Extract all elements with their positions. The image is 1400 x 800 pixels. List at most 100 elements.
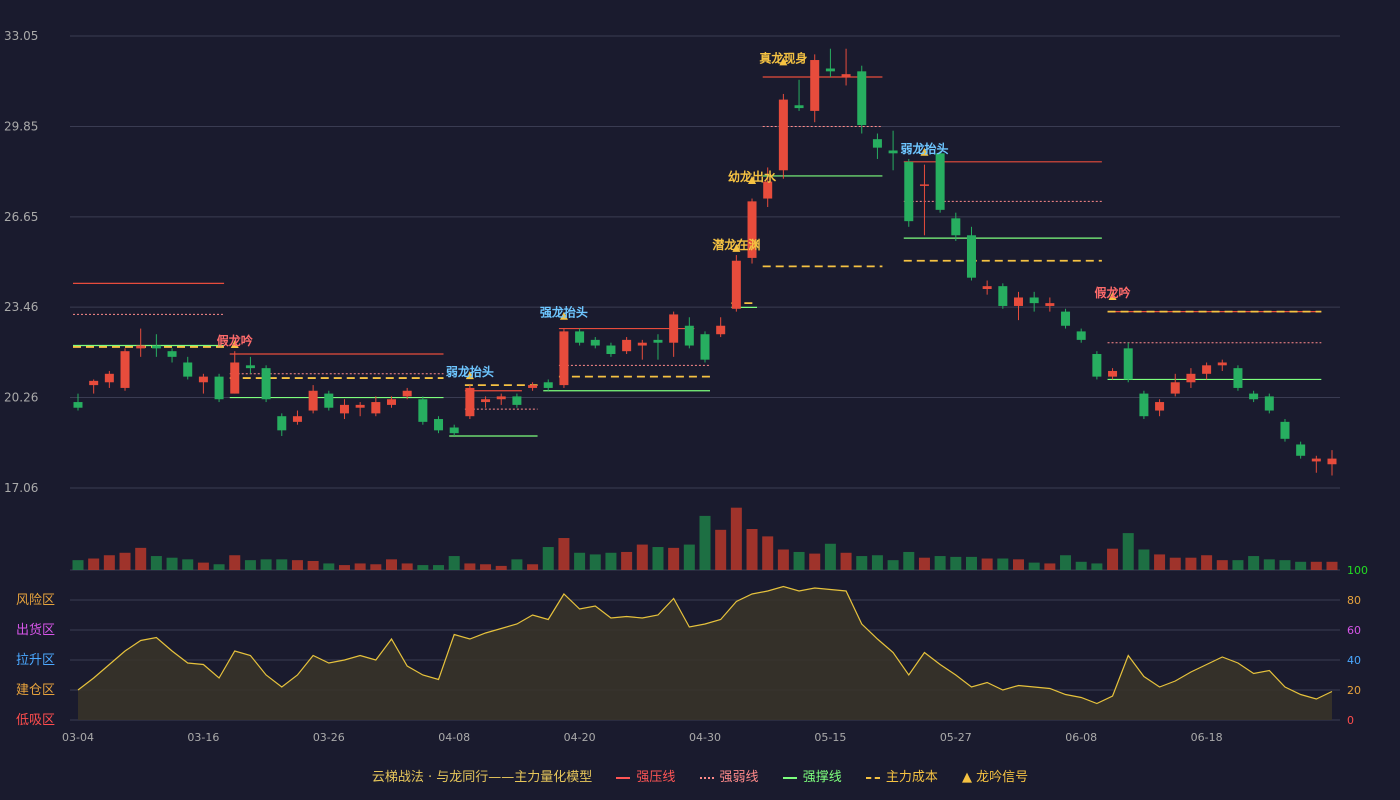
candle-body [653, 339, 663, 343]
volume-bar [558, 538, 570, 570]
candle-body [465, 387, 475, 417]
zone-label: 建仓区 [16, 683, 55, 698]
candle-body [763, 181, 773, 199]
volume-bar [746, 529, 758, 570]
volume-bar [636, 544, 648, 570]
candle-body [575, 331, 585, 343]
volume-bar [448, 556, 460, 570]
signal-triangle [920, 147, 929, 156]
indicator-line [77, 585, 1333, 705]
axis-labels: 33.05 29.85 26.65 23.46 20.26 17.06 100 80 60 40 2… [4, 29, 1368, 744]
candle-body [669, 314, 679, 343]
volume-bar [730, 507, 742, 570]
volume-bar [668, 547, 680, 570]
date-tick-label: 03-04 [62, 731, 94, 744]
volume-bar [370, 564, 382, 570]
candle-body [559, 331, 569, 386]
volume-bar [809, 553, 821, 570]
volume-bar [1075, 561, 1087, 570]
volume-bar [1263, 559, 1275, 570]
price-tick-label: 33.05 [4, 29, 38, 43]
volume-bar [715, 529, 727, 570]
volume-bar [166, 557, 178, 570]
volume-bar [918, 557, 930, 570]
candle-body [841, 74, 851, 77]
candle-body [167, 351, 177, 357]
candle-body [810, 60, 820, 111]
indicator-tick-label: 20 [1347, 684, 1361, 697]
candle-body [1296, 444, 1306, 456]
legend-item-weak: 强弱线 [699, 770, 759, 785]
volume-bar [1326, 561, 1338, 570]
candle-body [1170, 382, 1180, 394]
indicator-panel [77, 585, 1333, 720]
date-tick-label: 03-16 [187, 731, 219, 744]
volume-bar [276, 559, 288, 570]
volume-bar [1232, 560, 1244, 570]
signal-label: 假龙吟 [1095, 285, 1131, 300]
candle-body [120, 351, 130, 388]
volume-bar [307, 560, 319, 570]
candle-body [402, 390, 412, 397]
volume-bar [1013, 559, 1024, 570]
volume-bar [1060, 555, 1072, 570]
signal-triangle [779, 57, 788, 66]
signal-label: 弱龙抬头 [446, 364, 494, 379]
volume-bar [887, 560, 899, 570]
candle-body [590, 339, 600, 346]
candle-body [888, 150, 898, 154]
zone-label: 出货区 [16, 622, 55, 638]
volume-bar [1248, 556, 1260, 570]
volume-bar [777, 549, 789, 570]
volume-bar [1295, 561, 1307, 570]
candle-body [966, 235, 976, 278]
candle-body [339, 404, 349, 414]
volume-bar [1028, 562, 1040, 570]
volume-bar [1279, 560, 1291, 570]
indicator-tick-label: 80 [1347, 594, 1361, 607]
volume-bar [1169, 557, 1181, 570]
volume-bar [229, 555, 241, 570]
volume-bar [323, 563, 335, 570]
candle-body [1045, 303, 1055, 306]
volume-bar [699, 515, 711, 570]
legend-item-cost: 主力成本 [865, 770, 938, 785]
volume-bar [480, 564, 492, 570]
candle-body [183, 362, 193, 377]
price-tick-label: 20.26 [4, 391, 38, 405]
price-tick-label: 29.85 [4, 119, 38, 133]
candle-body [434, 419, 444, 431]
candle-body [1123, 348, 1133, 380]
signal-triangle [465, 371, 474, 380]
volume-bar [856, 556, 868, 570]
candle-body [951, 218, 961, 236]
volume-bar [527, 564, 539, 570]
signal-triangle [748, 176, 757, 185]
signal-triangle [559, 311, 568, 320]
volume-bar [213, 564, 225, 570]
volume-bar [135, 547, 147, 570]
volume-bar [291, 560, 303, 570]
candle-body [449, 427, 459, 434]
volume-bar [1044, 563, 1056, 570]
date-tick-label: 04-20 [564, 731, 596, 744]
candle-body [1280, 421, 1290, 439]
candle-body [1108, 370, 1118, 377]
legend-title: 云梯战法 · 与龙同行——主力量化模型 [371, 770, 593, 785]
date-tick-label: 05-27 [940, 731, 972, 744]
candle-body [794, 105, 804, 109]
price-tick-label: 17.06 [4, 481, 38, 495]
candle-body [872, 139, 882, 148]
candle-body [136, 345, 146, 349]
candle-body [1076, 331, 1086, 340]
signal-label: 幼龙出水 [728, 169, 777, 184]
volume-bar [903, 551, 915, 570]
candle-body [778, 99, 788, 171]
candle-body [935, 153, 945, 210]
candle-body [277, 416, 287, 431]
candlesticks [73, 48, 1337, 476]
zone-label: 拉升区 [16, 653, 55, 668]
volume-bar [997, 558, 1009, 570]
candle-body [1186, 373, 1196, 383]
volume-bar [386, 559, 397, 570]
